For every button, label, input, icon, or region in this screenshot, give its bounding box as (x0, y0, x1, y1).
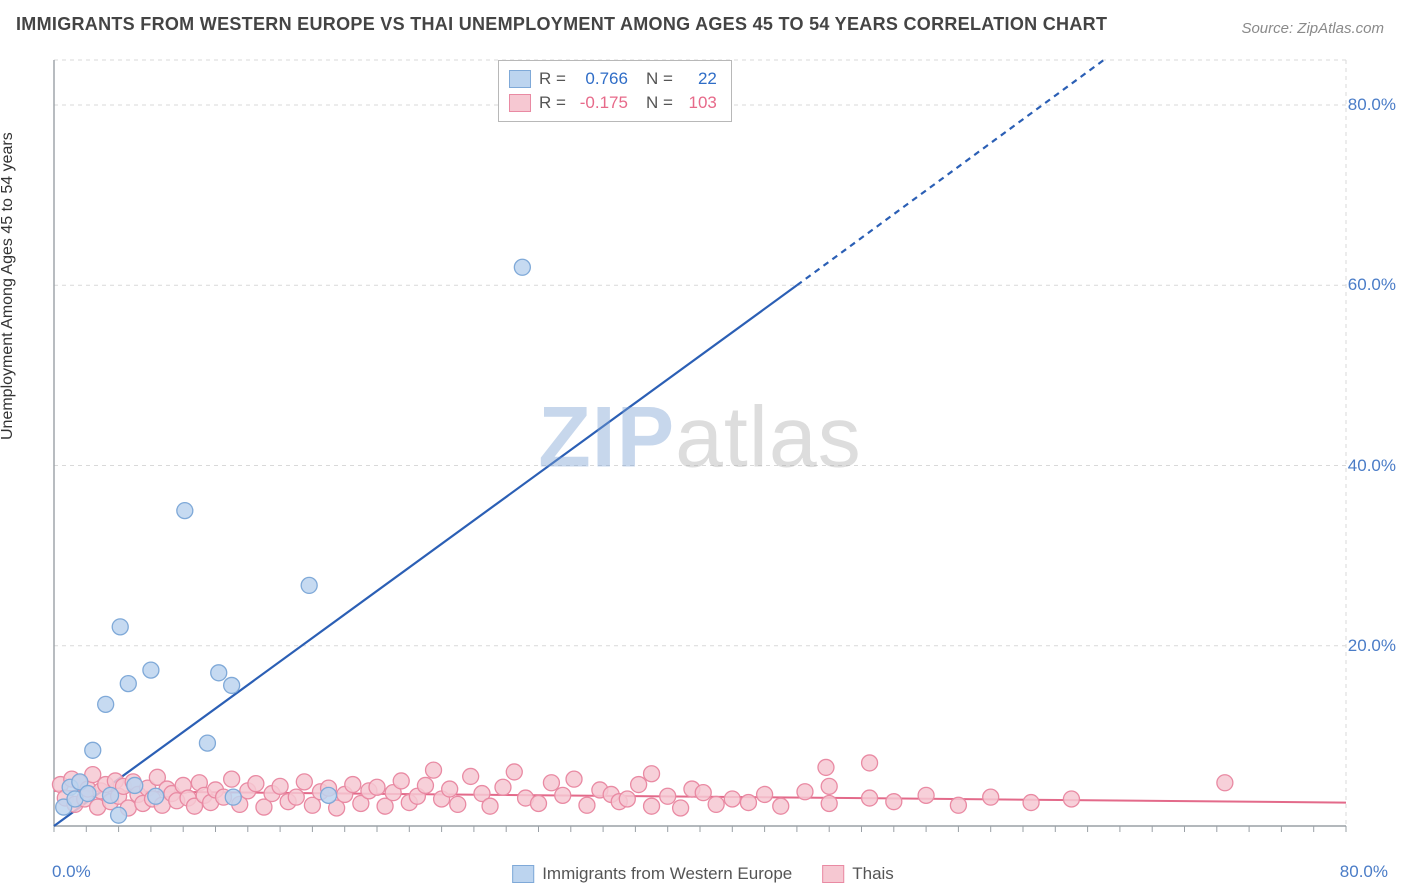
legend-r-value-1: 0.766 (574, 67, 628, 91)
source-attribution: Source: ZipAtlas.com (1241, 20, 1384, 37)
legend-swatch-pink-bottom (822, 865, 844, 883)
legend-swatch-blue-bottom (512, 865, 534, 883)
y-tick-label: 80.0% (1348, 95, 1396, 115)
correlation-legend: R = 0.766 N = 22 R = -0.175 N = 103 (498, 60, 732, 122)
y-tick-label: 20.0% (1348, 636, 1396, 656)
legend-r-value-2: -0.175 (574, 91, 628, 115)
scatter-chart-svg (50, 56, 1350, 836)
legend-row-series1: R = 0.766 N = 22 (509, 67, 717, 91)
legend-item-series1: Immigrants from Western Europe (512, 864, 792, 884)
legend-item-series2: Thais (822, 864, 894, 884)
legend-r-label-1: R = (539, 67, 566, 91)
legend-r-label-2: R = (539, 91, 566, 115)
y-tick-label: 60.0% (1348, 275, 1396, 295)
x-tick-end: 80.0% (1340, 862, 1388, 882)
legend-label-series2: Thais (852, 864, 894, 884)
legend-n-value-2: 103 (681, 91, 717, 115)
chart-title: IMMIGRANTS FROM WESTERN EUROPE VS THAI U… (16, 14, 1107, 35)
legend-swatch-blue (509, 70, 531, 88)
legend-label-series1: Immigrants from Western Europe (542, 864, 792, 884)
y-tick-label: 40.0% (1348, 456, 1396, 476)
legend-n-value-1: 22 (681, 67, 717, 91)
legend-row-series2: R = -0.175 N = 103 (509, 91, 717, 115)
x-tick-start: 0.0% (52, 862, 91, 882)
legend-n-label-1: N = (646, 67, 673, 91)
y-axis-label: Unemployment Among Ages 45 to 54 years (0, 132, 17, 440)
chart-plot-area: ZIPatlas (50, 56, 1350, 836)
legend-swatch-pink (509, 94, 531, 112)
series-legend: Immigrants from Western Europe Thais (512, 864, 894, 884)
legend-n-label-2: N = (646, 91, 673, 115)
